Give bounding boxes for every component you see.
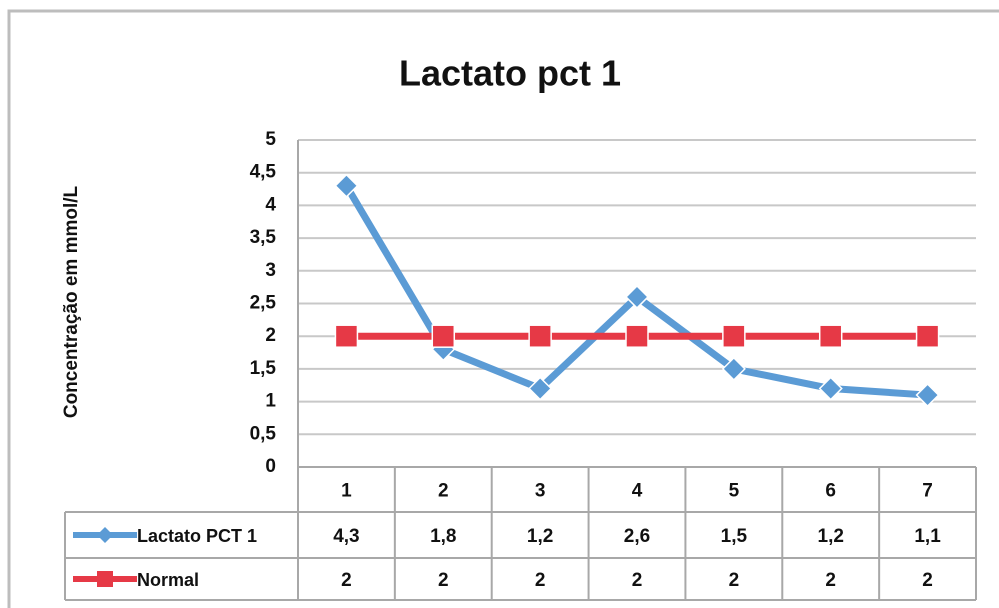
table-value: 1,2	[527, 526, 553, 547]
x-tick-label: 1	[341, 481, 352, 502]
y-tick-label: 1,5	[250, 358, 277, 379]
data-point	[334, 173, 359, 198]
data-point	[625, 324, 649, 348]
x-tick-label: 6	[825, 481, 836, 502]
legend-marker	[97, 527, 113, 543]
data-point	[721, 356, 746, 381]
table-value: 2	[632, 570, 643, 591]
y-tick-label: 0,5	[250, 423, 277, 444]
data-point	[915, 382, 940, 408]
table-value: 2	[341, 570, 352, 591]
data-point	[818, 324, 843, 348]
x-tick-label: 5	[729, 481, 740, 502]
data-point	[528, 324, 552, 348]
table-value: 1,5	[721, 526, 748, 547]
data-point	[818, 376, 843, 401]
x-tick-label: 4	[632, 481, 643, 502]
data-point	[722, 324, 746, 348]
y-axis-label: Concentração em mmol/L	[61, 185, 82, 418]
table-value: 2	[438, 570, 449, 591]
x-tick-label: 2	[438, 481, 449, 502]
data-point	[334, 324, 359, 348]
y-tick-label: 4,5	[250, 162, 277, 183]
data-point	[528, 376, 553, 401]
y-tick-label: 3	[265, 260, 276, 281]
y-tick-label: 1	[265, 391, 276, 412]
table-value: 1,8	[430, 526, 456, 547]
data-point	[431, 324, 456, 348]
y-tick-label: 2,5	[250, 293, 277, 314]
y-tick-label: 5	[265, 129, 276, 150]
table-value: 2	[825, 570, 836, 591]
y-tick-label: 4	[265, 194, 276, 215]
chart-title: Lactato pct 1	[399, 53, 621, 94]
table-value: 4,3	[333, 526, 359, 547]
table-value: 1,1	[914, 526, 941, 547]
table-value: 1,2	[818, 526, 844, 547]
table-value: 2	[535, 570, 546, 591]
legend-marker	[97, 571, 113, 587]
data-point	[915, 324, 940, 348]
x-tick-label: 3	[535, 481, 546, 502]
legend-label: Normal	[137, 570, 199, 590]
chart-border	[7, 9, 999, 608]
table-value: 2	[729, 570, 740, 591]
y-tick-label: 2	[265, 325, 276, 346]
y-tick-label: 0	[265, 456, 276, 477]
table-value: 2	[922, 570, 933, 591]
x-tick-label: 7	[922, 481, 933, 502]
legend-label: Lactato PCT 1	[137, 526, 257, 546]
table-value: 2,6	[624, 526, 650, 547]
data-point	[624, 284, 650, 310]
y-tick-label: 3,5	[250, 227, 277, 248]
